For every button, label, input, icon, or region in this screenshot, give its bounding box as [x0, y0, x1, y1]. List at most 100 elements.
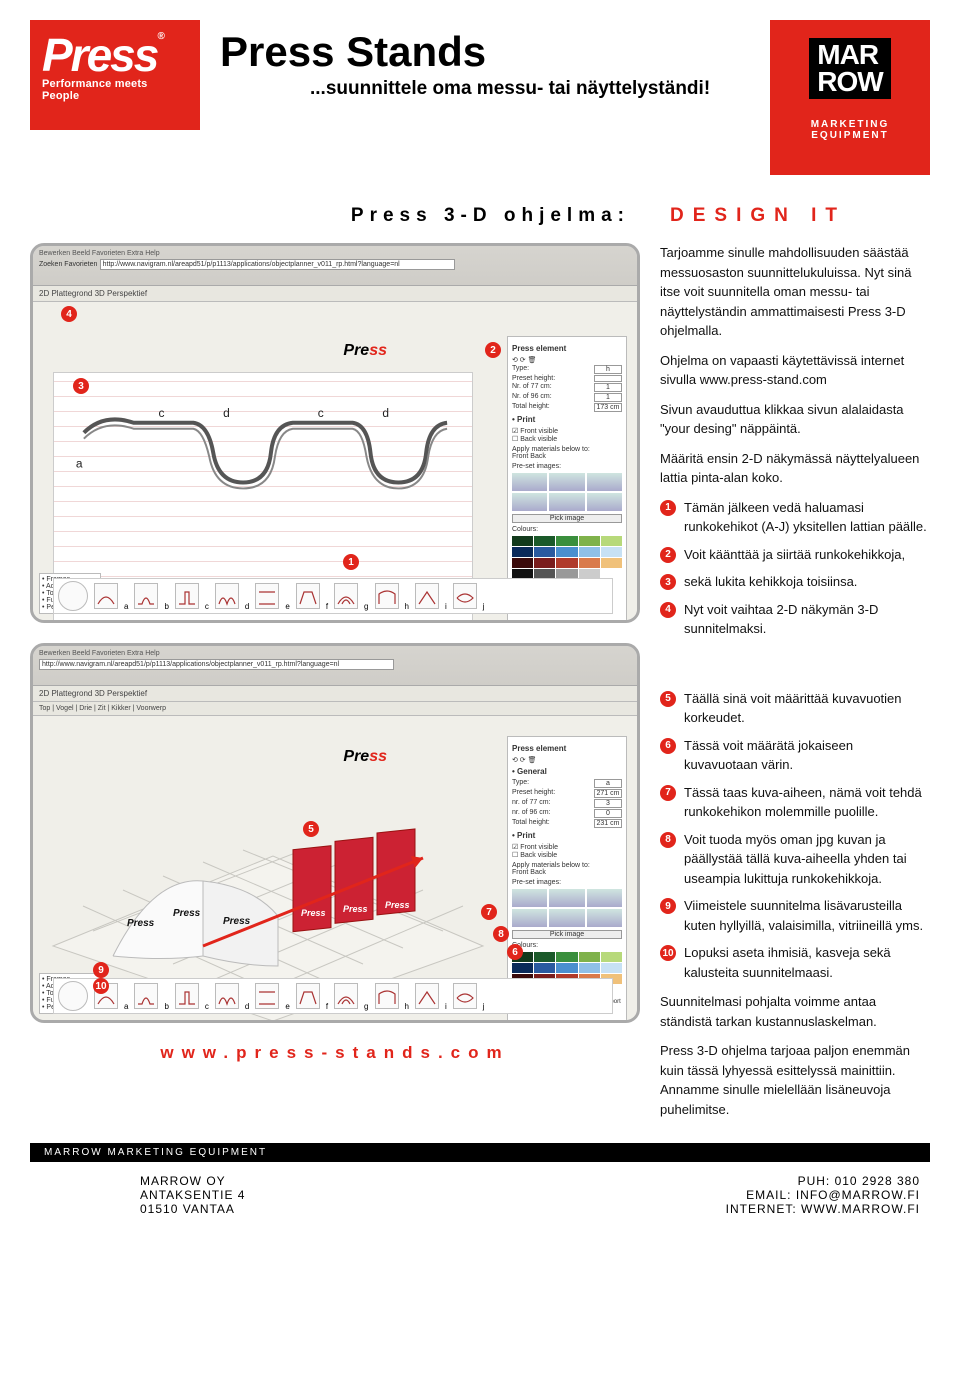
swatch[interactable]	[512, 536, 533, 546]
palette-frame-b[interactable]	[134, 583, 158, 609]
swatch[interactable]	[579, 558, 600, 568]
svg-text:c: c	[318, 406, 324, 420]
field-value[interactable]: 1	[594, 393, 622, 402]
address-bar-2[interactable]: http://www.navigram.nl/areapd51/p/p1113/…	[39, 659, 394, 670]
field-value[interactable]: 231 cm	[594, 819, 622, 828]
app-tabs-2[interactable]: 2D Plattegrond 3D Perspektief	[33, 686, 637, 702]
swatch[interactable]	[579, 536, 600, 546]
browser-menu: Bewerken Beeld Favorieten Extra Help	[39, 250, 631, 257]
swatch[interactable]	[512, 558, 533, 568]
pick-image-button[interactable]: Pick image	[512, 514, 622, 523]
step-item: 5Täällä sinä voit määrittää kuvavuotien …	[660, 689, 930, 728]
field-label: Nr. of 96 cm:	[512, 393, 552, 402]
palette-frame-h[interactable]	[375, 583, 399, 609]
step-number: 9	[660, 898, 676, 914]
palette-frame-f[interactable]	[296, 583, 320, 609]
palette-frame-h[interactable]	[375, 983, 399, 1009]
palette-frame-j[interactable]	[453, 983, 477, 1009]
palette-frame-e[interactable]	[255, 983, 279, 1009]
view-tabs[interactable]: Top | Vogel | Drie | Zit | Kikker | Voor…	[33, 702, 637, 716]
front-visible[interactable]: Front visible	[520, 428, 558, 435]
marrow-logo: MAR ROW MARKETING EQUIPMENT	[770, 20, 930, 175]
palette-frame-g[interactable]	[334, 583, 358, 609]
palette-circle[interactable]	[58, 981, 88, 1011]
address-bar[interactable]: http://www.navigram.nl/areapd51/p/p1113/…	[100, 259, 455, 270]
color-swatches[interactable]	[512, 536, 622, 579]
palette-label: i	[445, 602, 447, 611]
palette-label: b	[164, 602, 168, 611]
step-number: 3	[660, 574, 676, 590]
field-value[interactable]	[594, 375, 622, 382]
back-visible-2[interactable]: Back visible	[520, 852, 557, 859]
panel-print: • Print	[512, 415, 622, 424]
preset-thumbs-2[interactable]	[512, 889, 622, 927]
swatch[interactable]	[579, 952, 600, 962]
badge-3: 3	[73, 378, 89, 394]
contact-r1: PUH: 010 2928 380	[726, 1174, 920, 1188]
swatch[interactable]	[512, 963, 533, 973]
palette-label: a	[124, 1002, 128, 1011]
palette-frame-d[interactable]	[215, 583, 239, 609]
frame-palette[interactable]: abcdefghij	[53, 578, 613, 614]
badge-8: 8	[493, 926, 509, 942]
badge-1: 1	[343, 554, 359, 570]
swatch[interactable]	[534, 547, 555, 557]
swatch[interactable]	[556, 963, 577, 973]
contact-left: MARROW OY ANTAKSENTIE 4 01510 VANTAA	[140, 1174, 245, 1216]
palette-frame-i[interactable]	[415, 983, 439, 1009]
frame-palette-2[interactable]: abcdefghij	[53, 978, 613, 1014]
field-value[interactable]: 1	[594, 383, 622, 392]
front-back[interactable]: Front Back	[512, 453, 622, 460]
swatch[interactable]	[556, 536, 577, 546]
swatch[interactable]	[601, 536, 622, 546]
left-column: Bewerken Beeld Favorieten Extra Help Zoe…	[30, 243, 640, 1129]
field-value[interactable]: 3	[594, 799, 622, 808]
swatch[interactable]	[534, 952, 555, 962]
step-number: 5	[660, 691, 676, 707]
browser-tools: Zoeken Favorieten	[39, 261, 97, 268]
field-value[interactable]: 271 cm	[594, 789, 622, 798]
swatch[interactable]	[556, 558, 577, 568]
palette-frame-c[interactable]	[175, 583, 199, 609]
swatch[interactable]	[534, 536, 555, 546]
app-tabs[interactable]: 2D Plattegrond 3D Perspektief	[33, 286, 637, 302]
swatch[interactable]	[534, 963, 555, 973]
pick-image-button-2[interactable]: Pick image	[512, 930, 622, 939]
swatch[interactable]	[579, 963, 600, 973]
palette-frame-c[interactable]	[175, 983, 199, 1009]
palette-frame-e[interactable]	[255, 583, 279, 609]
field-value[interactable]: 173 cm	[594, 403, 622, 412]
front-back-2[interactable]: Front Back	[512, 869, 622, 876]
palette-frame-b[interactable]	[134, 983, 158, 1009]
palette-frame-i[interactable]	[415, 583, 439, 609]
preset-thumbs[interactable]	[512, 473, 622, 511]
field-value[interactable]: a	[594, 779, 622, 788]
swatch[interactable]	[601, 547, 622, 557]
step-text: Voit tuoda myös oman jpg kuvan ja päälly…	[684, 830, 930, 889]
contact-l1: MARROW OY	[140, 1174, 245, 1188]
field-value[interactable]: h	[594, 365, 622, 374]
palette-frame-j[interactable]	[453, 583, 477, 609]
svg-text:Press: Press	[343, 904, 368, 914]
swatch[interactable]	[601, 963, 622, 973]
field-value[interactable]: 0	[594, 809, 622, 818]
app-logo: Press	[343, 342, 387, 360]
palette-frame-f[interactable]	[296, 983, 320, 1009]
swatch[interactable]	[512, 547, 533, 557]
swatch[interactable]	[556, 952, 577, 962]
swatch[interactable]	[556, 547, 577, 557]
back-visible[interactable]: Back visible	[520, 436, 557, 443]
field-label: Type:	[512, 779, 529, 788]
palette-circle[interactable]	[58, 581, 88, 611]
palette-frame-g[interactable]	[334, 983, 358, 1009]
logo-text: Press	[42, 29, 157, 81]
palette-frame-a[interactable]	[94, 583, 118, 609]
badge-6: 6	[507, 944, 523, 960]
swatch[interactable]	[601, 952, 622, 962]
swatch[interactable]	[601, 558, 622, 568]
swatch[interactable]	[534, 558, 555, 568]
palette-frame-d[interactable]	[215, 983, 239, 1009]
front-visible-2[interactable]: Front visible	[520, 844, 558, 851]
screenshot-3d: Bewerken Beeld Favorieten Extra Help htt…	[30, 643, 640, 1023]
swatch[interactable]	[579, 547, 600, 557]
